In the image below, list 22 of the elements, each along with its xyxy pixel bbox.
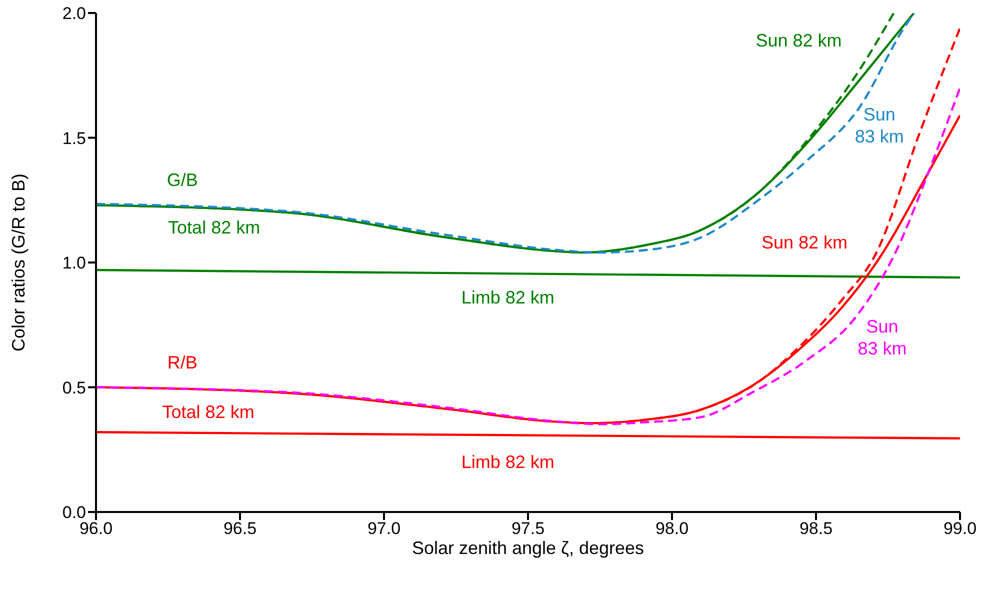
x-tick-label: 96.5: [223, 519, 257, 538]
annotation: G/B: [166, 170, 198, 190]
series-label: Total 82 km: [168, 218, 260, 238]
x-tick-label: 99.0: [943, 519, 977, 538]
series-label: Limb 82 km: [461, 287, 554, 308]
y-tick-label: 1.5: [62, 128, 86, 148]
series-label: Total 82 km: [162, 402, 254, 422]
x-tick-label: 97.5: [511, 519, 545, 538]
series-label: Sun 82 km: [756, 30, 842, 50]
y-axis-title: Color ratios (G/R to B): [8, 173, 28, 352]
series-label: Sun 82 km: [761, 232, 848, 253]
x-tick-label: 98.5: [799, 519, 833, 538]
x-axis-title: Solar zenith angle ζ, degrees: [412, 538, 644, 558]
x-tick-label: 98.0: [655, 519, 689, 538]
series-label: Limb 82 km: [461, 452, 554, 472]
y-tick-label: 2.0: [62, 4, 86, 24]
x-tick-label: 97.0: [367, 519, 401, 538]
y-tick-label: 1.0: [62, 254, 86, 273]
annotation: R/B: [167, 352, 198, 372]
y-tick-label: 0.5: [62, 378, 86, 398]
series-label: Sun 83 km: [858, 316, 907, 358]
series-label: Sun 83 km: [854, 104, 904, 146]
